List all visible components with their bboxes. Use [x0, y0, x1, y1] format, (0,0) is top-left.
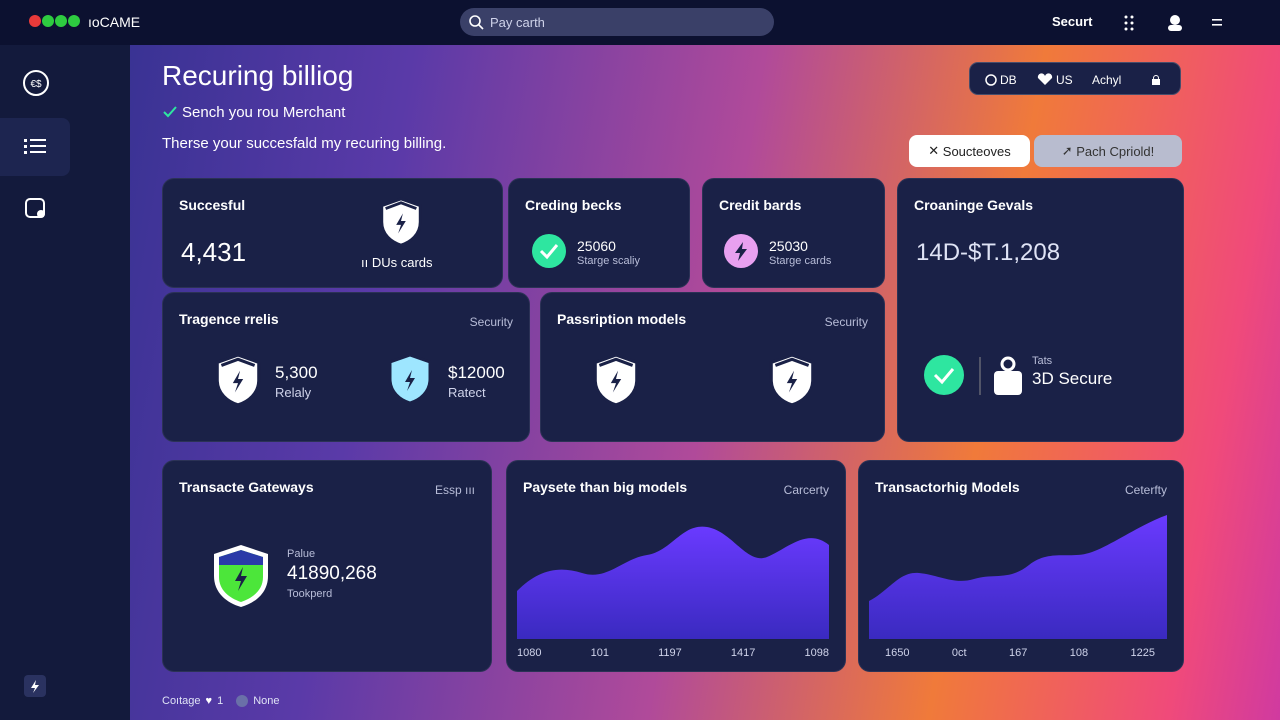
page-title: Recuring billiog — [162, 60, 354, 91]
axis-label: 101 — [590, 647, 609, 659]
page-subtitle: Sench you rou Merchant — [182, 104, 346, 121]
axis-labels: 1080 101 1197 1417 1098 — [517, 647, 829, 659]
card-transact-gateways: Transacte Gateways Essp ııı Palue 41890,… — [162, 460, 492, 672]
card-caption: ıı DUs cards — [361, 255, 433, 270]
axis-label: 1650 — [885, 647, 910, 659]
heart-icon: ♥ — [205, 695, 213, 707]
shield-icon — [593, 353, 639, 407]
card-transactorhig: Transactorhig Models Ceterfty 1650 0ct 167… — [858, 460, 1184, 672]
card-title: Succesful — [179, 197, 246, 213]
status-icon — [532, 234, 566, 268]
card-credit-cards: Credit bards 25030 Starge cards — [702, 178, 885, 288]
brand: ıoCAME — [88, 14, 141, 30]
card-title: Tragence rrelis — [179, 311, 279, 327]
card-tag: Security — [469, 315, 513, 329]
search-icon — [469, 15, 484, 30]
card-title: Creding becks — [525, 197, 622, 213]
card-value: 41890,268 — [287, 563, 377, 584]
item-label: Relaly — [275, 385, 312, 400]
card-value: 25060 — [577, 238, 616, 254]
card-caption: Starge scaliy — [577, 255, 640, 267]
card-value: 14D-$T.1,208 — [916, 239, 1061, 266]
footer-text: Coıtage — [162, 695, 201, 707]
card-value: 4,431 — [181, 237, 247, 267]
secure-label: Tats — [1032, 355, 1053, 367]
badge-icons — [985, 73, 1160, 86]
item-label: Ratect — [448, 385, 486, 400]
area-shape — [869, 515, 1167, 639]
footer: Coıtage ♥ 1 None — [162, 695, 279, 707]
card-title: Transacte Gateways — [179, 479, 314, 495]
button[interactable]: ➚ Pach Cpriold! — [1034, 135, 1182, 167]
axis-label: 1197 — [658, 647, 682, 659]
card-title: Transactorhig Models — [875, 479, 1020, 495]
nav-billing[interactable] — [24, 197, 48, 221]
search-box[interactable]: Pay carth — [460, 8, 774, 36]
area-shape — [517, 526, 829, 639]
nav-settings[interactable] — [24, 675, 46, 697]
card-paysete: Paysete than big models Carcerty 1080 101… — [506, 460, 846, 672]
card-value: 25030 — [769, 238, 808, 254]
axis-label: 108 — [1069, 647, 1089, 659]
item-value: 5,300 — [275, 363, 318, 382]
axis-label: 0ct — [951, 647, 967, 659]
axis-label: 1080 — [517, 647, 542, 659]
card-title: Croaninge Gevals — [914, 197, 1034, 213]
button-label: Pach Cpriold! — [1076, 143, 1155, 159]
card-passription: Passription models Security — [540, 292, 885, 442]
card-caption: Tookperd — [287, 588, 333, 600]
card-tag: Carcerty — [783, 483, 829, 497]
secure-status: 3D Secure — [1032, 369, 1113, 388]
nav-list[interactable] — [24, 137, 48, 157]
card-credit-checks: Creding becks 25060 Starge scaliy — [508, 178, 690, 288]
secure-icons — [924, 355, 1022, 395]
shield-icon — [215, 353, 261, 407]
nav-home[interactable]: €$ — [22, 69, 50, 97]
card-tag: Security — [824, 315, 868, 329]
svg-text:€$: €$ — [30, 79, 42, 90]
axis-label: 167 — [1008, 647, 1028, 659]
badge[interactable]: Achyl — [1092, 73, 1122, 87]
button-label: Soucteoves — [942, 143, 1011, 159]
footer-text: None — [253, 695, 280, 707]
status-icon — [724, 234, 758, 268]
badge[interactable]: US — [1056, 73, 1073, 87]
shield-icon — [388, 353, 432, 405]
item-value: $12000 — [448, 363, 505, 382]
card-caption: Starge cards — [769, 255, 832, 267]
top-icons[interactable] — [1122, 13, 1232, 31]
page-description: Therse your succesfald my recuring billi… — [162, 135, 447, 152]
badge[interactable]: DB — [1000, 73, 1017, 87]
shield-icon — [769, 353, 815, 407]
button[interactable]: ✕ Soucteoves — [909, 135, 1030, 167]
badge-bar: DB US Achyl — [969, 62, 1181, 95]
status-dot — [236, 695, 249, 707]
card-title: Passription models — [557, 311, 687, 327]
user-label[interactable]: Securt — [1052, 14, 1093, 29]
card-successful: Succesful 4,431 ıı DUs cards — [162, 178, 503, 288]
card-gateways-total: Croaninge Gevals 14D-$T.1,208 Tats 3D Se… — [897, 178, 1184, 442]
value-label: Palue — [287, 548, 316, 560]
card-tragence: Tragence rrelis Security 5,300 Relaly $1… — [162, 292, 530, 442]
top-bar: ıoCAME Pay carth Securt — [0, 0, 1280, 45]
search-text: Pay carth — [490, 14, 545, 30]
shield-icon — [214, 545, 268, 607]
shield-icon — [379, 197, 423, 247]
check-icon — [163, 106, 177, 118]
card-tag: Ceterfty — [1124, 483, 1167, 497]
window-dots — [29, 15, 80, 27]
card-title: Paysete than big models — [523, 479, 688, 495]
card-title: Credit bards — [719, 197, 802, 213]
axis-label: 1225 — [1130, 647, 1155, 659]
axis-labels: 1650 0ct 167 108 1225 — [885, 647, 1155, 659]
axis-label: 1098 — [804, 647, 829, 659]
card-tag: Essp ııı — [434, 483, 475, 497]
sidebar: €$ — [0, 45, 130, 720]
axis-label: 1417 — [730, 647, 756, 659]
footer-count: 1 — [217, 695, 224, 707]
